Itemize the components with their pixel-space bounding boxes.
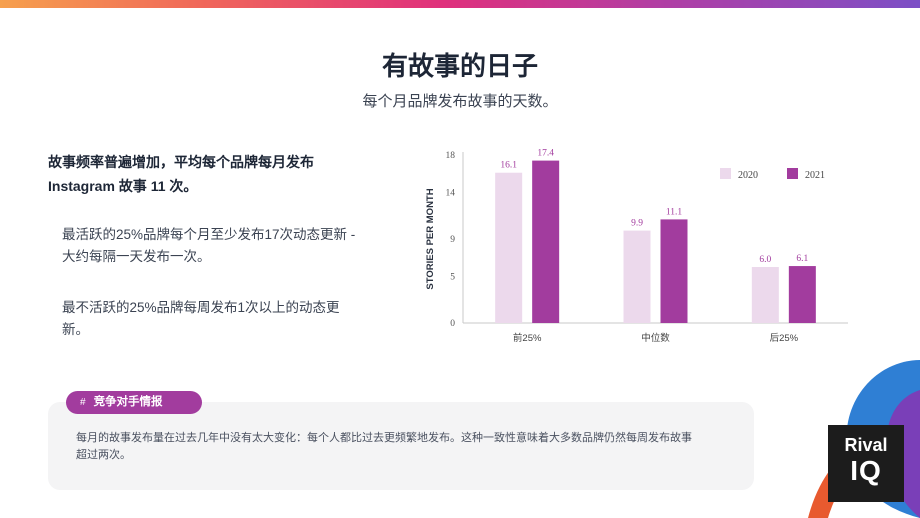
bar-2020 [751,267,779,323]
page-title: 有故事的日子 [381,51,538,81]
bar-2021 [660,219,688,323]
insight-tag-label: 竞争对手情报 [93,396,163,408]
data-label: 9.9 [631,219,643,229]
logo-text-rival: Rival [844,435,888,455]
lead-statement: 故事频率普遍增加，平均每个品牌每月发布 Instagram 故事 11 次。 [48,154,314,194]
point-bottom-quartile: 最不活跃的25%品牌每周发布1次以上的动态更新。 [62,300,340,337]
insight-card [48,402,754,490]
bar-2021 [788,266,816,323]
y-tick-label: 0 [450,319,455,329]
y-tick-label: 14 [446,188,456,198]
bar-2020 [495,172,523,323]
point-top-quartile: 最活跃的25%品牌每个月至少发布17次动态更新 - 大约每隔一天发布一次。 [62,227,356,264]
x-tick-label: 前25% [513,332,542,344]
insight-tag: # 竞争对手情报 [66,391,202,414]
y-tick-label: 18 [446,151,456,161]
logo-text-iq: IQ [850,455,882,486]
top-gradient-bar [0,0,920,8]
bar-2020 [623,230,651,323]
insight-text: 每月的故事发布量在过去几年中没有太大变化：每个人都比过去更频繁地发布。这种一致性… [76,432,692,461]
x-tick-label: 后25% [770,333,799,344]
data-label: 6.1 [796,254,808,264]
y-tick-label: 9 [450,235,455,245]
data-label: 16.1 [500,161,517,171]
data-label: 11.1 [666,207,683,217]
rivaliq-logo: Rival IQ [828,425,904,502]
page-subtitle: 每个月品牌发布故事的天数。 [362,93,558,110]
bar-2021 [532,160,560,323]
bar-chart: 0 5 9 14 18 STORIES PER MONTH 16.1 17.4 前25% 9.9 1… [425,149,848,344]
x-tick-label: 中位数 [641,332,670,344]
hash-icon: # [80,397,86,408]
legend-swatch-2021 [787,168,798,179]
legend-label: 2021 [805,170,825,181]
legend-swatch-2020 [720,168,731,179]
legend-label: 2020 [738,170,758,181]
data-label: 17.4 [537,149,554,159]
y-axis-label: STORIES PER MONTH [425,188,436,289]
y-tick-label: 5 [450,272,455,282]
data-label: 6.0 [759,255,771,265]
